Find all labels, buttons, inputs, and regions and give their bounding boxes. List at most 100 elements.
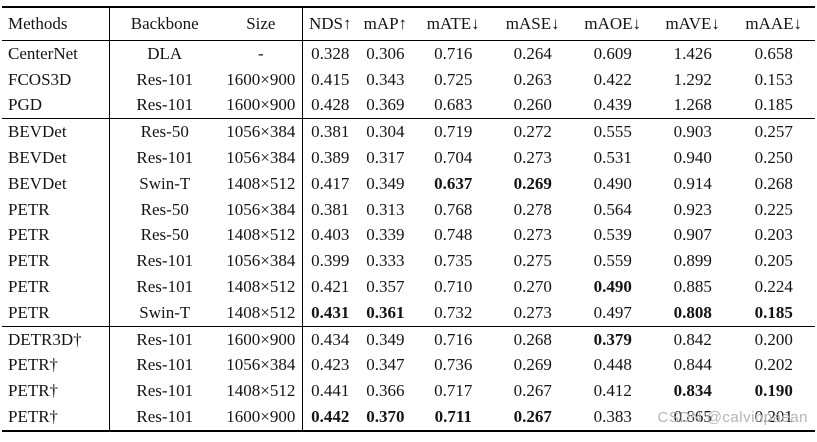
cell-nds: 0.442 xyxy=(311,407,350,427)
cell-mate: 0.716 xyxy=(434,43,473,63)
cell-method: BEVDet xyxy=(2,118,111,146)
table-row: PETR† Res-101 1056×384 0.423 0.347 0.736 0.269… xyxy=(2,352,815,379)
cell-nds: 0.417 xyxy=(311,173,350,193)
cell-method: PETR† xyxy=(2,352,111,379)
cell-map: 0.313 xyxy=(366,199,405,219)
cell-mave: 0.923 xyxy=(673,199,712,219)
table-row: BEVDet Res-50 1056×384 0.381 0.304 0.719 0.272… xyxy=(2,118,815,146)
cell-method: PETR† xyxy=(2,378,111,405)
cell-maoe: 0.448 xyxy=(593,355,632,375)
cell-map: 0.361 xyxy=(357,299,414,327)
cell-backbone: Res-101 xyxy=(136,69,194,89)
cell-backbone: Res-101 xyxy=(136,407,194,427)
cell-nds: 0.428 xyxy=(302,92,358,120)
table-row: PETR† Res-101 1408×512 0.441 0.366 0.717 0.267… xyxy=(2,378,815,405)
cell-mate: 0.704 xyxy=(434,148,473,168)
cell-map: 0.370 xyxy=(366,407,405,427)
cell-method: BEVDet xyxy=(2,145,111,171)
cell-backbone: Res-101 xyxy=(136,251,194,271)
results-table: Methods Backbone Size NDS↑ mAP↑ mATE↓ mA… xyxy=(2,6,815,432)
cell-backbone: Res-101 xyxy=(136,355,194,375)
cell-maae: 0.200 xyxy=(754,329,793,349)
cell-mave: 0.844 xyxy=(673,355,712,375)
cell-method: CenterNet xyxy=(2,40,111,67)
cell-nds: 0.434 xyxy=(311,329,350,349)
cell-method: PETR xyxy=(2,299,111,327)
col-header-mate: mATE↓ xyxy=(413,7,493,41)
cell-mate: 0.768 xyxy=(434,199,473,219)
cell-backbone: Res-50 xyxy=(140,122,189,142)
cell-mate: 0.711 xyxy=(434,407,472,427)
cell-mase: 0.275 xyxy=(513,251,552,271)
cell-map: 0.349 xyxy=(366,329,405,349)
cell-mase: 0.278 xyxy=(513,199,552,219)
col-header-methods: Methods xyxy=(2,7,111,41)
cell-nds: 0.381 xyxy=(311,122,350,142)
cell-size: 1408×512 xyxy=(219,222,304,249)
table-row: PETR Res-101 1408×512 0.421 0.357 0.710 0.270 0… xyxy=(2,274,815,300)
table-row: FCOS3D Res-101 1600×900 0.415 0.343 0.725 0.26… xyxy=(2,66,815,93)
col-header-map: mAP↑ xyxy=(357,7,414,41)
cell-backbone: Res-50 xyxy=(140,225,189,245)
cell-mave: 1.268 xyxy=(652,92,733,120)
col-header-nds: NDS↑ xyxy=(302,7,358,41)
cell-maoe: 0.490 xyxy=(593,173,632,193)
cell-method: FCOS3D xyxy=(2,66,111,93)
cell-mase: 0.260 xyxy=(492,92,573,120)
cell-size: 1408×512 xyxy=(219,299,304,327)
cell-method: DETR3D† xyxy=(2,326,111,353)
col-header-maoe: mAOE↓ xyxy=(572,7,653,41)
cell-maoe: 0.422 xyxy=(593,69,632,89)
cell-maae: 0.185 xyxy=(732,92,815,120)
col-header-size: Size xyxy=(219,7,304,41)
cell-size: 1600×900 xyxy=(219,326,304,353)
cell-mate: 0.683 xyxy=(413,92,493,120)
cell-maoe: 0.539 xyxy=(593,225,632,245)
cell-maae: 0.205 xyxy=(754,251,793,271)
cell-method: PETR xyxy=(2,196,111,223)
cell-nds: 0.421 xyxy=(311,277,350,297)
cell-mase: 0.272 xyxy=(513,122,552,142)
cell-mate: 0.637 xyxy=(434,173,473,193)
cell-mase: 0.264 xyxy=(513,43,552,63)
cell-maoe: 0.439 xyxy=(572,92,653,120)
cell-maae: 0.257 xyxy=(754,122,793,142)
cell-maae: 0.268 xyxy=(754,173,793,193)
cell-mate: 0.732 xyxy=(413,299,493,327)
cell-maae: 0.153 xyxy=(754,69,793,89)
cell-mase: 0.263 xyxy=(513,69,552,89)
cell-method: BEVDet xyxy=(2,170,111,197)
table-row: BEVDet Swin-T 1408×512 0.417 0.349 0.637 0.269… xyxy=(2,170,815,197)
col-header-mave: mAVE↓ xyxy=(652,7,733,41)
cell-mase: 0.269 xyxy=(513,173,552,193)
cell-mave: 0.808 xyxy=(652,299,733,327)
cell-map: 0.366 xyxy=(366,381,405,401)
cell-nds: 0.415 xyxy=(311,69,350,89)
cell-maoe: 0.564 xyxy=(593,199,632,219)
cell-size: 1408×512 xyxy=(219,378,304,405)
cell-mase: 0.270 xyxy=(513,277,552,297)
cell-backbone: Res-50 xyxy=(140,199,189,219)
cell-maae: 0.185 xyxy=(732,299,815,327)
cell-mave: 0.940 xyxy=(673,148,712,168)
table-row: PETR Res-50 1408×512 0.403 0.339 0.748 0.273 0.… xyxy=(2,222,815,249)
cell-nds: 0.328 xyxy=(311,43,350,63)
cell-map: 0.349 xyxy=(366,173,405,193)
cell-size: 1600×900 xyxy=(219,404,304,431)
cell-maoe: 0.609 xyxy=(593,43,632,63)
cell-method: PETR xyxy=(2,274,111,300)
cell-mave: 0.865 xyxy=(673,407,712,427)
cell-mate: 0.735 xyxy=(434,251,473,271)
cell-map: 0.343 xyxy=(366,69,405,89)
cell-mase: 0.273 xyxy=(513,225,552,245)
cell-size: 1056×384 xyxy=(219,118,304,146)
cell-nds: 0.399 xyxy=(311,251,350,271)
cell-maoe: 0.497 xyxy=(572,299,653,327)
cell-mate: 0.725 xyxy=(434,69,473,89)
table-row: CenterNet DLA -0.328 0.306 0.716 0.264 0.609 1.… xyxy=(2,40,815,67)
cell-method: PGD xyxy=(2,92,111,120)
cell-mase: 0.273 xyxy=(492,299,573,327)
cell-maae: 0.250 xyxy=(754,148,793,168)
cell-maae: 0.190 xyxy=(754,381,793,401)
cell-maae: 0.201 xyxy=(754,407,793,427)
